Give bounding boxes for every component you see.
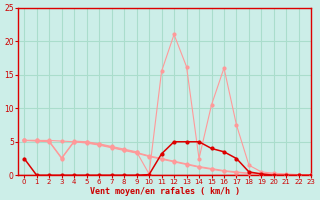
X-axis label: Vent moyen/en rafales ( km/h ): Vent moyen/en rafales ( km/h ) xyxy=(90,187,240,196)
